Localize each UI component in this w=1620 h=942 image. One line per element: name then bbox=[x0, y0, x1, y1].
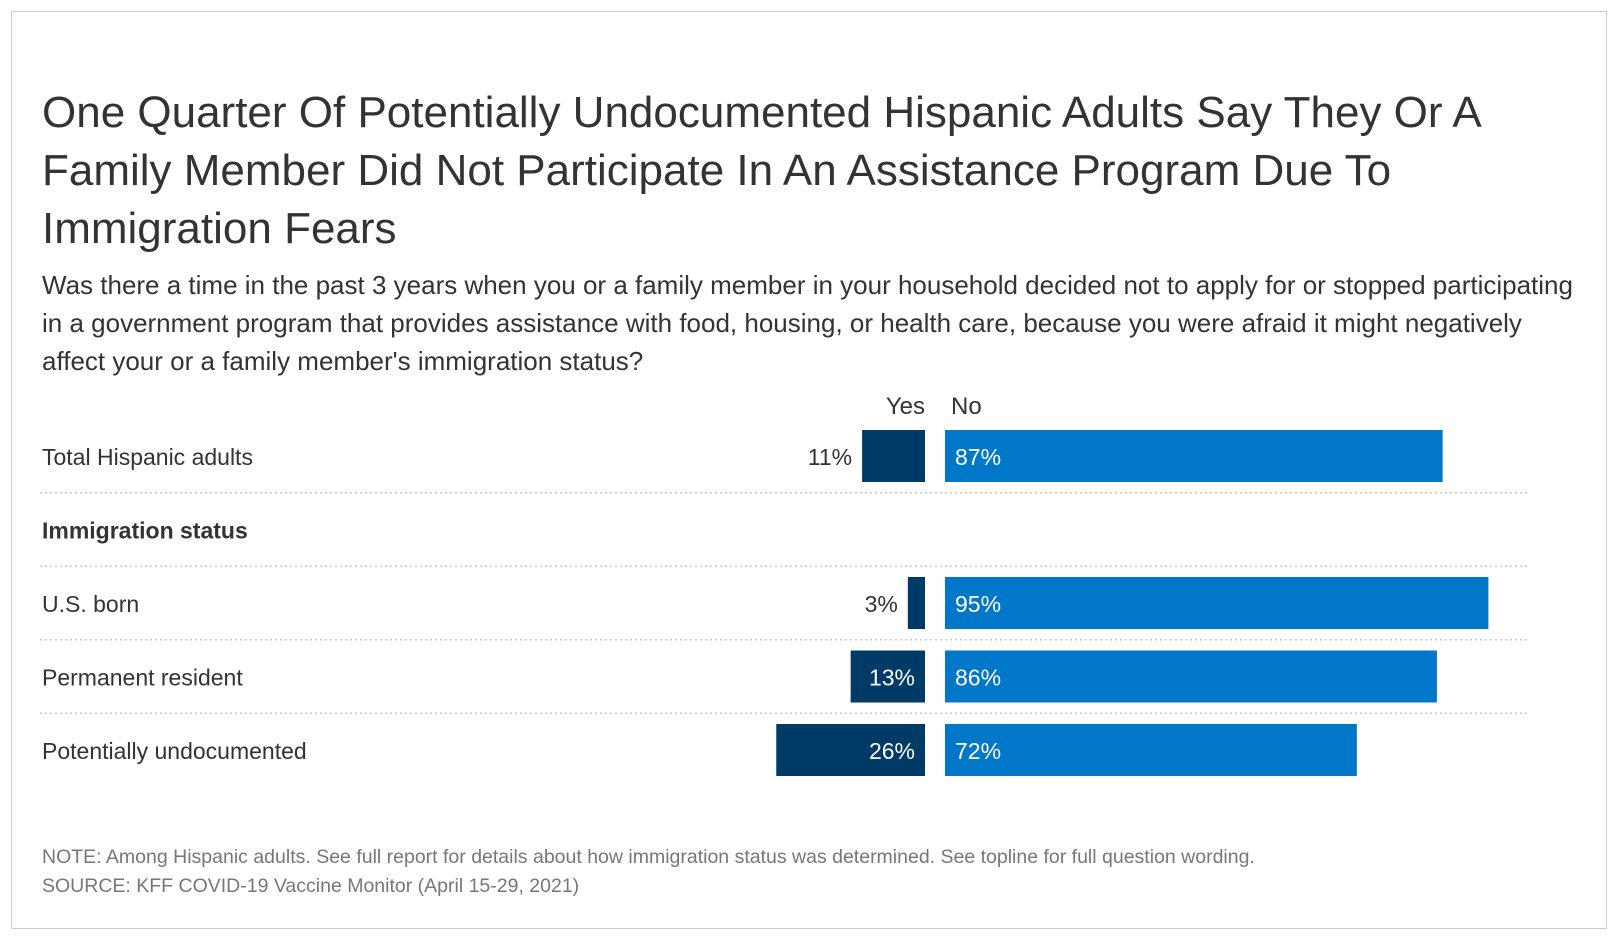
bar-no bbox=[945, 430, 1443, 482]
category-label: Total Hispanic adults bbox=[42, 444, 253, 470]
bar-no bbox=[945, 577, 1489, 629]
diverging-bar-chart: Yes No Total Hispanic adults 11% 87% Immigrat… bbox=[40, 393, 1528, 776]
legend-no: No bbox=[951, 393, 982, 420]
bar-yes bbox=[776, 724, 925, 776]
data-label-yes: 3% bbox=[865, 591, 898, 617]
chart-subtitle: Was there a time in the past 3 years whe… bbox=[42, 270, 1573, 376]
data-label-yes: 11% bbox=[808, 444, 852, 470]
data-label-no: 86% bbox=[955, 665, 1001, 691]
bar-no bbox=[945, 650, 1437, 703]
data-label-yes: 13% bbox=[869, 665, 915, 691]
bar-no bbox=[945, 724, 1357, 776]
bar-yes bbox=[850, 650, 925, 703]
category-label: Permanent resident bbox=[42, 665, 243, 691]
data-label-no: 72% bbox=[955, 738, 1001, 764]
data-label-no: 87% bbox=[955, 444, 1001, 470]
legend-yes: Yes bbox=[886, 393, 925, 420]
chart-frame bbox=[11, 11, 1607, 929]
data-label-yes: 26% bbox=[869, 738, 915, 764]
group-header: Immigration status bbox=[42, 518, 248, 544]
bar-yes bbox=[907, 577, 925, 629]
category-label: Potentially undocumented bbox=[42, 738, 307, 764]
data-label-no: 95% bbox=[955, 591, 1001, 617]
source-text: SOURCE: KFF COVID-19 Vaccine Monitor (Ap… bbox=[42, 875, 580, 897]
chart-title: One Quarter Of Potentially Undocumented … bbox=[42, 88, 1480, 253]
chart-notes: NOTE: Among Hispanic adults. See full re… bbox=[42, 843, 1582, 901]
category-label: U.S. born bbox=[42, 591, 139, 617]
bar-yes bbox=[862, 430, 925, 482]
note-text: NOTE: Among Hispanic adults. See full re… bbox=[42, 846, 1255, 868]
